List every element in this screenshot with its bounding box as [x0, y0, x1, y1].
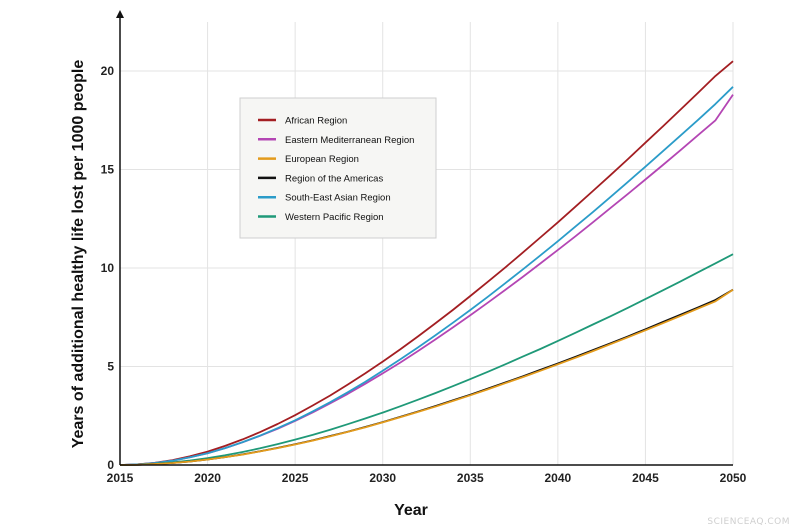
series-lines — [119, 60, 734, 466]
legend-label: Eastern Mediterranean Region — [285, 135, 414, 146]
y-tick-label: 20 — [101, 64, 115, 78]
x-tick-label: 2035 — [457, 471, 484, 485]
y-axis-title: Years of additional healthy life lost pe… — [70, 60, 87, 449]
series-line-african-region — [119, 60, 734, 466]
y-axis-arrow — [116, 10, 124, 18]
y-tick-label: 15 — [101, 163, 115, 177]
legend-label: European Region — [285, 154, 359, 165]
x-axis-title: Year — [394, 502, 428, 519]
grid-lines — [120, 22, 734, 465]
x-tick-label: 2040 — [545, 471, 572, 485]
x-tick-label: 2025 — [282, 471, 309, 485]
series-line-western-pacific-region — [119, 253, 734, 466]
y-tick-label: 5 — [107, 360, 114, 374]
axes — [116, 10, 733, 466]
legend-label: Region of the Americas — [285, 173, 383, 184]
series-line-south-east-asian-region — [119, 86, 734, 466]
y-tick-label: 10 — [101, 261, 115, 275]
legend-label: Western Pacific Region — [285, 212, 384, 223]
series-line-european-region — [119, 288, 734, 466]
legend-label: South-East Asian Region — [285, 193, 391, 204]
x-tick-label: 2045 — [632, 471, 659, 485]
legend-label: African Region — [285, 116, 347, 127]
tick-labels: 2015 2020 2025 2030 2035 2040 2045 2050 0 5 10 15 20 — [101, 64, 747, 485]
x-tick-label: 2015 — [107, 471, 134, 485]
x-tick-label: 2030 — [369, 471, 396, 485]
legend: African Region Eastern Mediterranean Regi… — [239, 97, 437, 239]
x-tick-label: 2050 — [720, 471, 747, 485]
series-line-region-of-the-americas — [119, 288, 734, 466]
watermark: SCIENCEAQ.COM — [707, 517, 790, 527]
x-tick-label: 2020 — [194, 471, 221, 485]
legend-box — [239, 97, 437, 239]
y-tick-label: 0 — [107, 458, 114, 472]
